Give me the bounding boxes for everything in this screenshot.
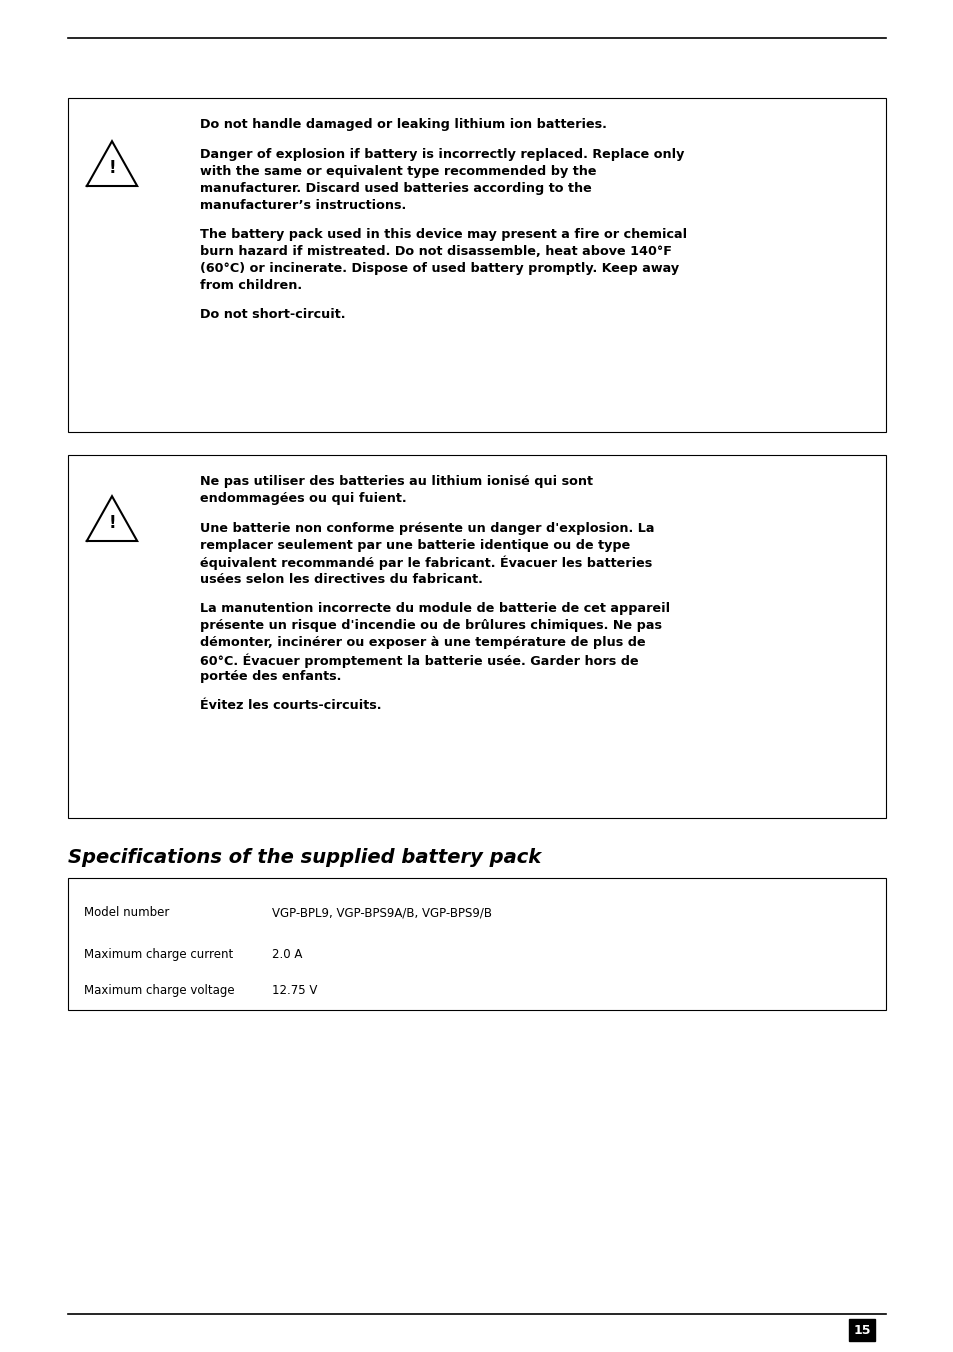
Text: portée des enfants.: portée des enfants.: [200, 671, 341, 683]
Text: présente un risque d'incendie ou de brûlures chimiques. Ne pas: présente un risque d'incendie ou de brûl…: [200, 619, 661, 631]
Text: !: !: [108, 158, 115, 177]
Text: Maximum charge current: Maximum charge current: [84, 948, 233, 961]
Text: manufacturer’s instructions.: manufacturer’s instructions.: [200, 199, 406, 212]
Text: Une batterie non conforme présente un danger d'explosion. La: Une batterie non conforme présente un da…: [200, 522, 654, 535]
Text: Danger of explosion if battery is incorrectly replaced. Replace only: Danger of explosion if battery is incorr…: [200, 147, 683, 161]
Text: endommagées ou qui fuient.: endommagées ou qui fuient.: [200, 492, 406, 506]
Text: 60°C. Évacuer promptement la batterie usée. Garder hors de: 60°C. Évacuer promptement la batterie us…: [200, 653, 638, 668]
Text: manufacturer. Discard used batteries according to the: manufacturer. Discard used batteries acc…: [200, 183, 591, 195]
Text: Maximum charge voltage: Maximum charge voltage: [84, 984, 234, 996]
Text: usées selon les directives du fabricant.: usées selon les directives du fabricant.: [200, 573, 482, 585]
Text: démonter, incinérer ou exposer à une température de plus de: démonter, incinérer ou exposer à une tem…: [200, 635, 645, 649]
Text: with the same or equivalent type recommended by the: with the same or equivalent type recomme…: [200, 165, 596, 178]
Text: Do not handle damaged or leaking lithium ion batteries.: Do not handle damaged or leaking lithium…: [200, 118, 606, 131]
Text: The battery pack used in this device may present a fire or chemical: The battery pack used in this device may…: [200, 228, 686, 241]
Text: from children.: from children.: [200, 279, 302, 292]
Text: équivalent recommandé par le fabricant. Évacuer les batteries: équivalent recommandé par le fabricant. …: [200, 556, 652, 571]
Text: La manutention incorrecte du module de batterie de cet appareil: La manutention incorrecte du module de b…: [200, 602, 669, 615]
Text: Ne pas utiliser des batteries au lithium ionisé qui sont: Ne pas utiliser des batteries au lithium…: [200, 475, 593, 488]
Text: Specifications of the supplied battery pack: Specifications of the supplied battery p…: [68, 848, 540, 867]
Text: (60°C) or incinerate. Dispose of used battery promptly. Keep away: (60°C) or incinerate. Dispose of used ba…: [200, 262, 679, 274]
Text: Model number: Model number: [84, 906, 170, 919]
Text: 2.0 A: 2.0 A: [272, 948, 302, 961]
Text: !: !: [108, 514, 115, 531]
Text: burn hazard if mistreated. Do not disassemble, heat above 140°F: burn hazard if mistreated. Do not disass…: [200, 245, 671, 258]
Text: Évitez les courts-circuits.: Évitez les courts-circuits.: [200, 699, 381, 713]
Bar: [68, 877, 885, 1010]
Text: 15: 15: [852, 1324, 870, 1337]
Text: remplacer seulement par une batterie identique ou de type: remplacer seulement par une batterie ide…: [200, 539, 630, 552]
Bar: [68, 456, 885, 818]
Text: VGP-BPL9, VGP-BPS9A/B, VGP-BPS9/B: VGP-BPL9, VGP-BPS9A/B, VGP-BPS9/B: [272, 906, 492, 919]
Bar: [68, 97, 885, 433]
Text: 12.75 V: 12.75 V: [272, 984, 317, 996]
Text: Do not short-circuit.: Do not short-circuit.: [200, 308, 345, 320]
